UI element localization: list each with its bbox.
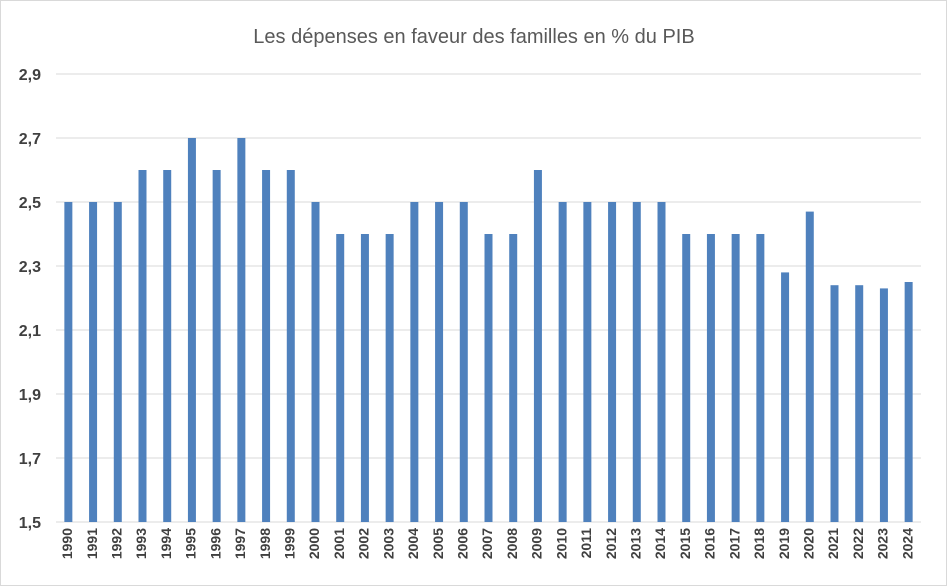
bars xyxy=(64,138,913,522)
y-tick-label: 2,7 xyxy=(19,131,41,148)
bar-2001 xyxy=(336,234,345,522)
x-tick-label: 2018 xyxy=(751,528,767,559)
bar-2016 xyxy=(706,234,715,522)
x-tick-label: 1999 xyxy=(281,528,297,559)
x-tick-label: 2015 xyxy=(677,528,693,559)
x-tick-label: 2020 xyxy=(800,528,816,559)
bar-1997 xyxy=(237,138,246,522)
bar-1992 xyxy=(113,202,122,522)
x-tick-label: 2013 xyxy=(627,528,643,559)
x-tick-label: 2003 xyxy=(380,528,396,559)
x-tick-label: 1998 xyxy=(257,528,273,559)
bar-2007 xyxy=(484,234,493,522)
y-tick-label: 2,3 xyxy=(19,259,41,276)
x-tick-label: 1990 xyxy=(59,528,75,559)
bar-2020 xyxy=(805,211,814,522)
bar-2015 xyxy=(682,234,691,522)
x-tick-label: 1991 xyxy=(84,528,100,559)
bar-2019 xyxy=(781,272,790,522)
x-tick-label: 1997 xyxy=(232,528,248,559)
x-tick-label: 2016 xyxy=(702,528,718,559)
x-tick-label: 2000 xyxy=(306,528,322,559)
y-tick-label: 1,5 xyxy=(19,515,41,532)
y-tick-label: 1,9 xyxy=(19,387,41,404)
bar-1994 xyxy=(163,170,172,522)
bar-1995 xyxy=(187,138,196,522)
bar-2011 xyxy=(583,202,592,522)
x-tick-label: 1996 xyxy=(207,528,223,559)
bar-2024 xyxy=(904,282,913,522)
bar-2021 xyxy=(830,285,839,522)
bar-2000 xyxy=(311,202,320,522)
x-tick-label: 2019 xyxy=(776,528,792,559)
bar-2004 xyxy=(410,202,419,522)
y-tick-label: 2,9 xyxy=(19,67,41,84)
bar-2003 xyxy=(385,234,394,522)
x-tick-label: 2004 xyxy=(405,528,421,559)
x-tick-label: 2010 xyxy=(553,528,569,559)
bar-1998 xyxy=(262,170,271,522)
bar-1991 xyxy=(89,202,98,522)
x-tick-label: 2022 xyxy=(850,528,866,559)
x-tick-label: 2001 xyxy=(331,528,347,559)
x-tick-label: 2008 xyxy=(504,528,520,559)
y-tick-label: 2,1 xyxy=(19,323,41,340)
bar-1990 xyxy=(64,202,73,522)
x-tick-label: 2007 xyxy=(479,528,495,559)
bar-2014 xyxy=(657,202,666,522)
x-tick-label: 2005 xyxy=(430,528,446,559)
bar-2012 xyxy=(608,202,617,522)
bar-1993 xyxy=(138,170,147,522)
x-tick-label: 2006 xyxy=(454,528,470,559)
x-tick-label: 1995 xyxy=(183,528,199,559)
bar-2008 xyxy=(509,234,518,522)
bar-2010 xyxy=(558,202,567,522)
y-tick-label: 1,7 xyxy=(19,451,41,468)
chart-title: Les dépenses en faveur des familles en %… xyxy=(253,26,694,48)
bar-2002 xyxy=(360,234,369,522)
x-tick-label: 2024 xyxy=(899,528,915,559)
bar-2018 xyxy=(756,234,765,522)
bar-2005 xyxy=(435,202,444,522)
bar-2006 xyxy=(459,202,468,522)
bar-2009 xyxy=(533,170,542,522)
x-tick-label: 2021 xyxy=(825,528,841,559)
bar-1999 xyxy=(286,170,295,522)
x-tick-label: 1994 xyxy=(158,528,174,559)
x-axis-ticks: 1990 1991 1992 1993 1994 1995 1996 1997 1998 1999… xyxy=(59,528,915,559)
x-tick-label: 1992 xyxy=(108,528,124,559)
x-tick-label: 2014 xyxy=(652,528,668,559)
bar-2013 xyxy=(632,202,641,522)
bar-1996 xyxy=(212,170,221,522)
bar-2022 xyxy=(855,285,864,522)
y-tick-label: 2,5 xyxy=(19,195,41,212)
x-tick-label: 2009 xyxy=(529,528,545,559)
x-tick-label: 2012 xyxy=(603,528,619,559)
bar-2023 xyxy=(879,288,888,522)
x-tick-label: 2002 xyxy=(356,528,372,559)
y-axis-ticks: 1,5 1,7 1,9 2,1 2,3 2,5 2,7 2,9 xyxy=(19,67,41,532)
x-tick-label: 2017 xyxy=(726,528,742,559)
x-tick-label: 2011 xyxy=(578,528,594,559)
bar-2017 xyxy=(731,234,740,522)
x-tick-label: 2023 xyxy=(875,528,891,559)
x-tick-label: 1993 xyxy=(133,528,149,559)
